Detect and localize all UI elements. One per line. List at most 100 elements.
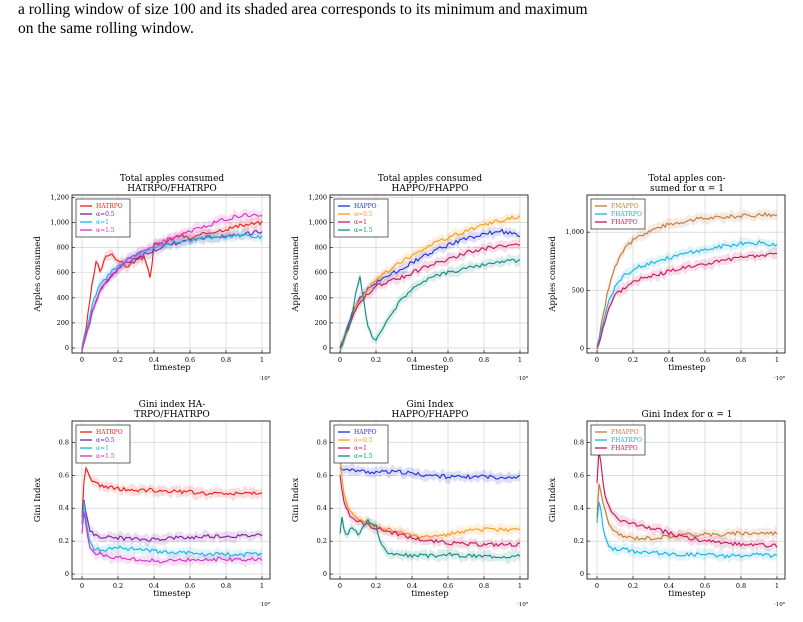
y-tick-label: 200 <box>57 319 69 327</box>
legend-entry: α=0.5 <box>354 437 373 444</box>
x-tick-label: 0 <box>80 582 84 590</box>
series-band <box>597 447 777 553</box>
legend-entry: FHATRPO <box>611 211 642 218</box>
chart-1: 0 0.2 0.4 0.6 0.8 1 0 200 400 600 800 1,000 1,200 tim… <box>33 174 271 382</box>
y-tick-label: 0.8 <box>59 438 69 446</box>
y-tick-label: 0.2 <box>59 537 69 545</box>
legend-entry: HAPPO <box>354 203 377 210</box>
chart-title: Gini Index for α = 1 <box>642 410 733 420</box>
x-axis-label: timestep <box>153 589 191 599</box>
x-tick-label: 0 <box>595 582 599 590</box>
series-band <box>340 471 520 553</box>
series-line <box>81 466 263 518</box>
legend-entry: α=1 <box>354 219 367 226</box>
y-tick-label: 1,200 <box>308 194 327 202</box>
x-tick-label: 0.2 <box>628 356 638 364</box>
y-tick-label: 0 <box>580 570 584 578</box>
chart-3: 0 0.2 0.4 0.6 0.8 1 0 500 1,000 timestep ·10⁸ Apple… <box>548 174 786 382</box>
x-tick-label: 0.6 <box>185 356 195 364</box>
series-line <box>339 258 521 349</box>
y-tick-label: 0 <box>65 344 69 352</box>
y-tick-label: 0.6 <box>574 471 584 479</box>
caption-line-2: on the same rolling window. <box>18 20 194 37</box>
chart-title: HAPPO/FHAPPO <box>392 410 469 420</box>
x-tick-label: 0.4 <box>149 356 159 364</box>
x-axis-multiplier: ·10⁸ <box>774 375 786 382</box>
x-axis-label: timestep <box>411 363 449 373</box>
y-axis-label: Gini Index <box>33 478 43 523</box>
x-axis-label: timestep <box>668 363 706 373</box>
y-tick-label: 0 <box>65 570 69 578</box>
series-line <box>339 215 521 347</box>
plot-frame <box>586 420 786 580</box>
series-line <box>596 239 778 347</box>
series-line <box>339 516 521 559</box>
y-tick-label: 0 <box>580 344 584 352</box>
x-tick-label: 0.8 <box>221 582 231 590</box>
x-tick-label: 1 <box>260 582 264 590</box>
y-tick-label: 600 <box>57 269 69 277</box>
y-tick-label: 0.6 <box>317 471 327 479</box>
x-tick-label: 0.8 <box>479 582 489 590</box>
y-tick-label: 500 <box>572 286 584 294</box>
series-line <box>81 501 263 558</box>
x-tick-label: 0.4 <box>407 356 417 364</box>
series-band <box>82 207 262 355</box>
x-tick-label: 0.8 <box>221 356 231 364</box>
series-band <box>82 497 262 562</box>
legend-entry: α=1.5 <box>354 227 373 234</box>
x-tick-label: 0.8 <box>736 356 746 364</box>
x-axis-label: timestep <box>153 363 191 373</box>
y-tick-label: 1,000 <box>50 219 69 227</box>
legend-entry: HATRPO <box>96 429 123 436</box>
legend-entry: α=1.5 <box>96 453 115 460</box>
legend-entry: FMAPPO <box>611 203 639 210</box>
series-band <box>82 505 262 569</box>
x-tick-label: 0.6 <box>700 356 710 364</box>
x-tick-label: 0.2 <box>371 582 381 590</box>
x-tick-label: 0.4 <box>664 356 674 364</box>
plot-frame <box>71 194 271 354</box>
series-band <box>340 238 520 352</box>
x-axis-multiplier: ·10⁸ <box>774 601 786 608</box>
y-tick-label: 200 <box>315 319 327 327</box>
x-tick-label: 0.2 <box>113 356 123 364</box>
x-tick-label: 1 <box>518 582 522 590</box>
series-line <box>596 501 778 559</box>
series-band <box>82 225 262 355</box>
series-band <box>597 234 777 352</box>
y-tick-label: 400 <box>57 294 69 302</box>
series-line <box>339 467 521 480</box>
x-tick-label: 0.4 <box>149 582 159 590</box>
y-axis-label: Apples consumed <box>291 236 301 313</box>
legend-entry: α=0.5 <box>96 437 115 444</box>
chart-title: Total apples consumed <box>378 174 483 184</box>
series-band <box>82 228 262 353</box>
x-axis-label: timestep <box>411 589 449 599</box>
y-tick-label: 0.6 <box>59 471 69 479</box>
series-line <box>339 243 521 348</box>
legend-entry: FMAPPO <box>611 429 639 436</box>
y-tick-label: 1,000 <box>565 228 584 236</box>
series-line <box>81 220 263 349</box>
legend-entry: FHAPPO <box>611 219 638 226</box>
x-tick-label: 1 <box>775 356 779 364</box>
series-line <box>339 474 521 548</box>
plot-frame <box>586 194 786 354</box>
plot-frame <box>71 420 271 580</box>
x-tick-label: 0.6 <box>443 356 453 364</box>
legend-entry: α=1.5 <box>96 227 115 234</box>
series-line <box>81 499 263 542</box>
series-band <box>597 497 777 564</box>
y-axis-label: Apples consumed <box>548 236 558 313</box>
series-line <box>81 233 263 348</box>
y-tick-label: 800 <box>315 244 327 252</box>
x-axis-multiplier: ·10⁸ <box>517 601 529 608</box>
x-tick-label: 0.4 <box>407 582 417 590</box>
x-tick-label: 0 <box>338 582 342 590</box>
figure-caption: a rolling window of size 100 and its sha… <box>18 0 798 38</box>
